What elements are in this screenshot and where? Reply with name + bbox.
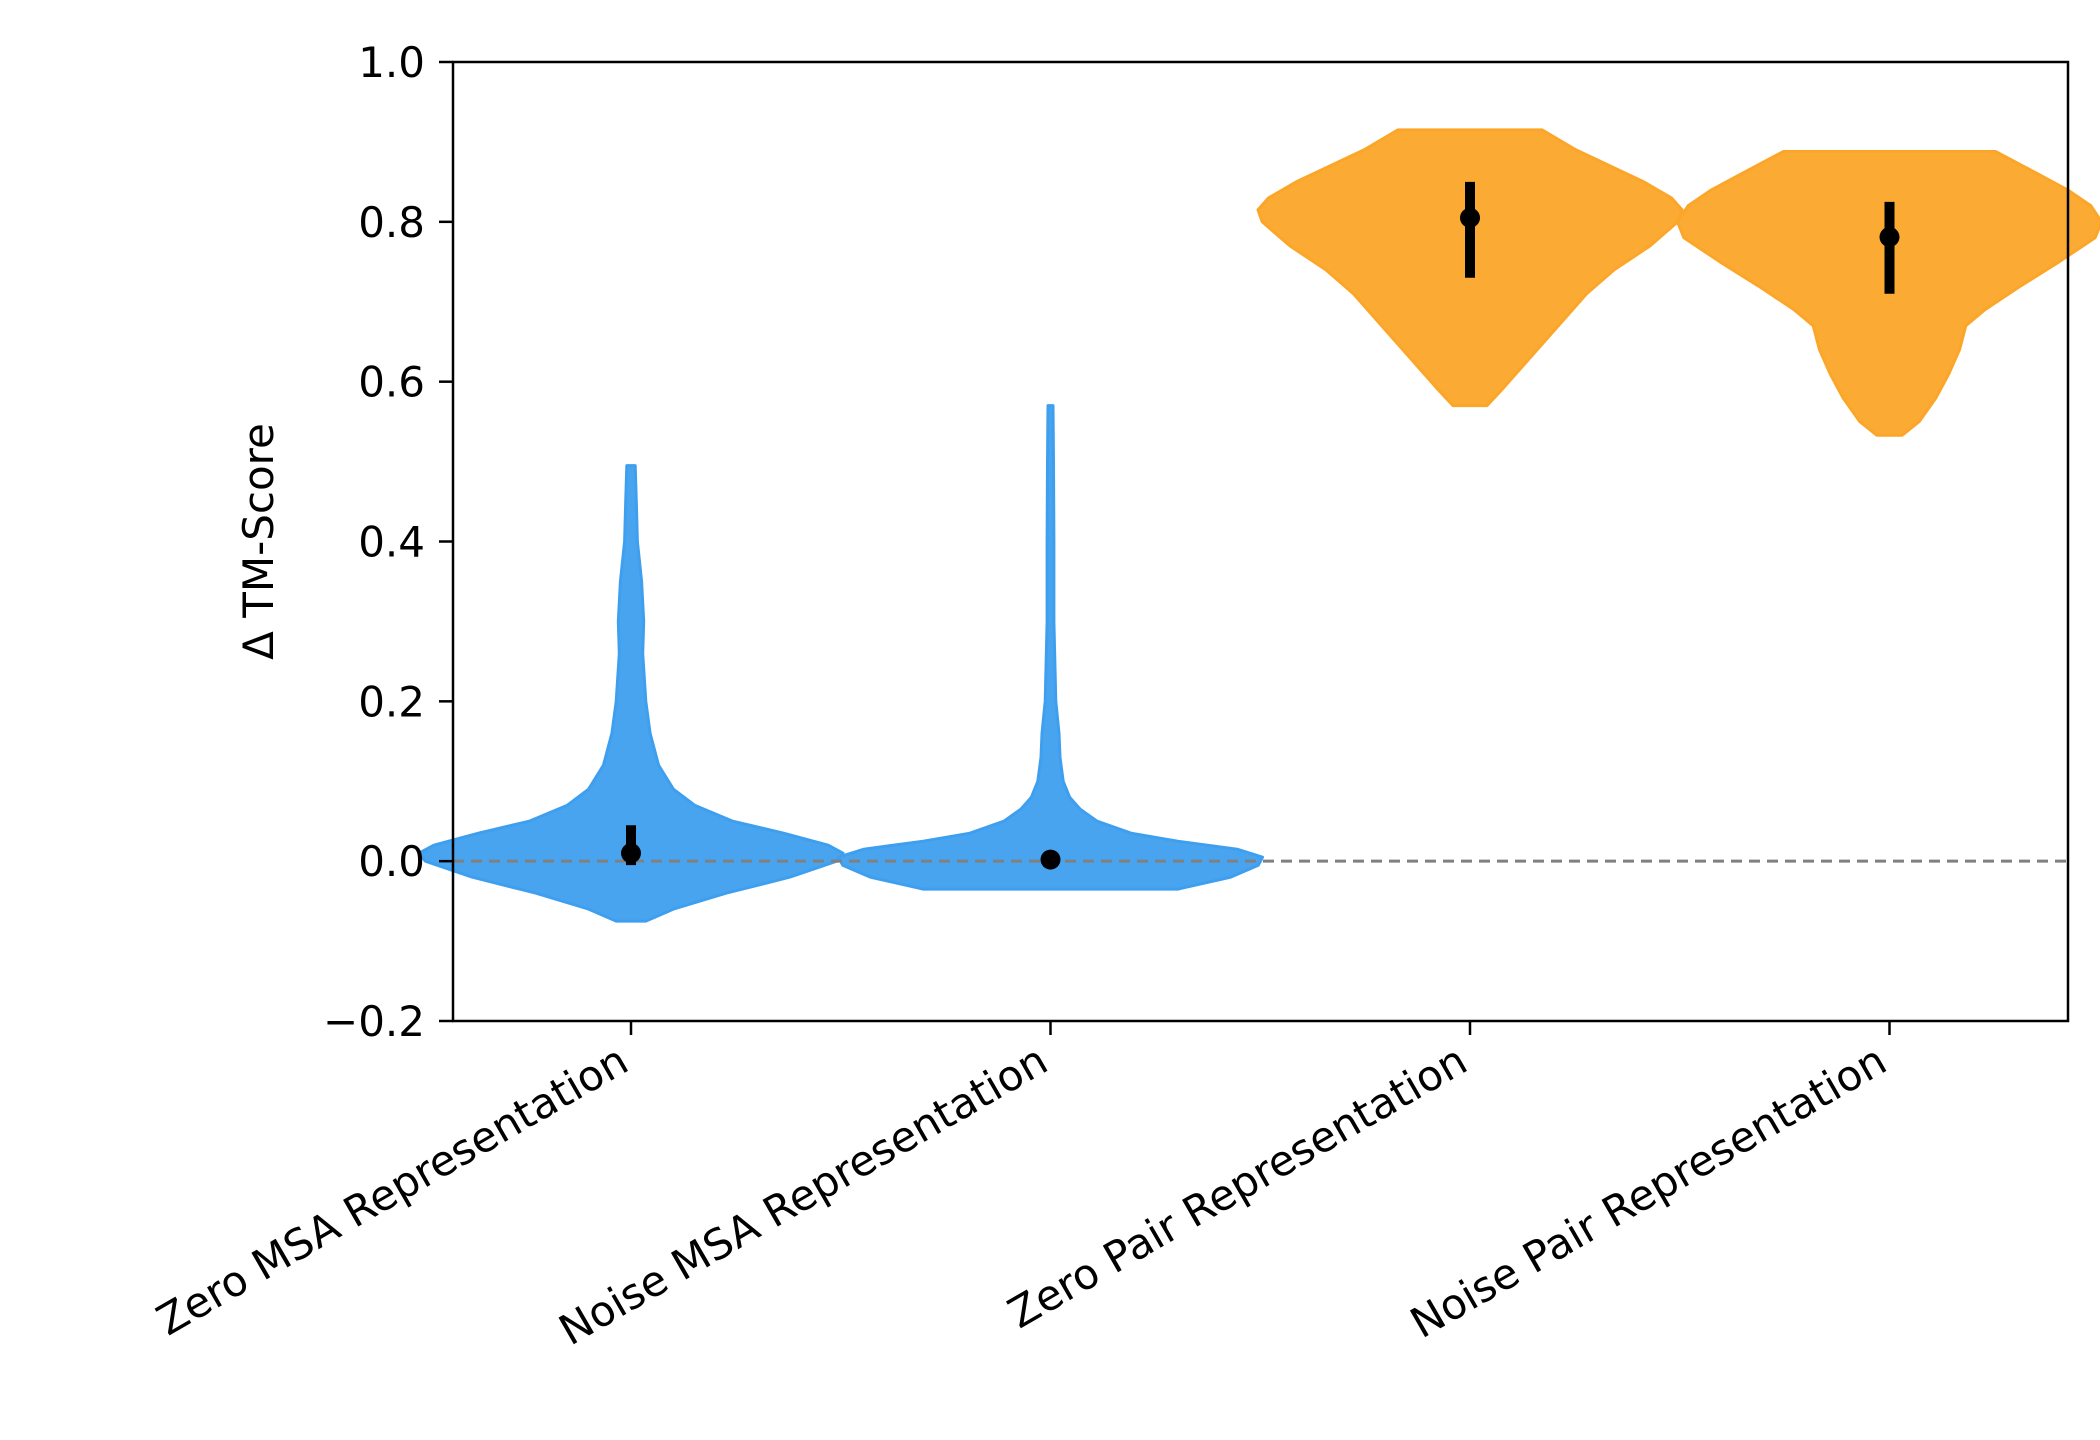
y-tick-label: 1.0 [358, 38, 425, 87]
statistics-group [621, 181, 1900, 870]
y-tick-label: 0.2 [358, 677, 425, 726]
y-axis: −0.2 0.0 0.2 0.4 0.6 0.8 1.0 [323, 38, 453, 1046]
y-tick-label: 0.0 [358, 837, 425, 886]
median-point-2 [1040, 849, 1061, 870]
median-point-3 [1460, 207, 1480, 228]
y-tick-label: 0.4 [358, 518, 425, 567]
violins-group [417, 128, 2100, 923]
violin-2 [837, 404, 1264, 891]
x-tick-label: Zero MSA Representation [148, 1035, 636, 1345]
x-tick-label: Noise Pair Representation [1402, 1035, 1894, 1348]
y-tick-label: −0.2 [323, 997, 425, 1046]
y-axis-label: Δ TM-Score [234, 423, 283, 660]
y-tick-label: 0.8 [358, 198, 425, 247]
violin-1 [417, 464, 845, 923]
median-point-4 [1879, 227, 1900, 248]
median-point-1 [621, 843, 641, 864]
x-tick-label: Zero Pair Representation [1000, 1035, 1475, 1338]
y-tick-label: 0.6 [358, 358, 425, 407]
